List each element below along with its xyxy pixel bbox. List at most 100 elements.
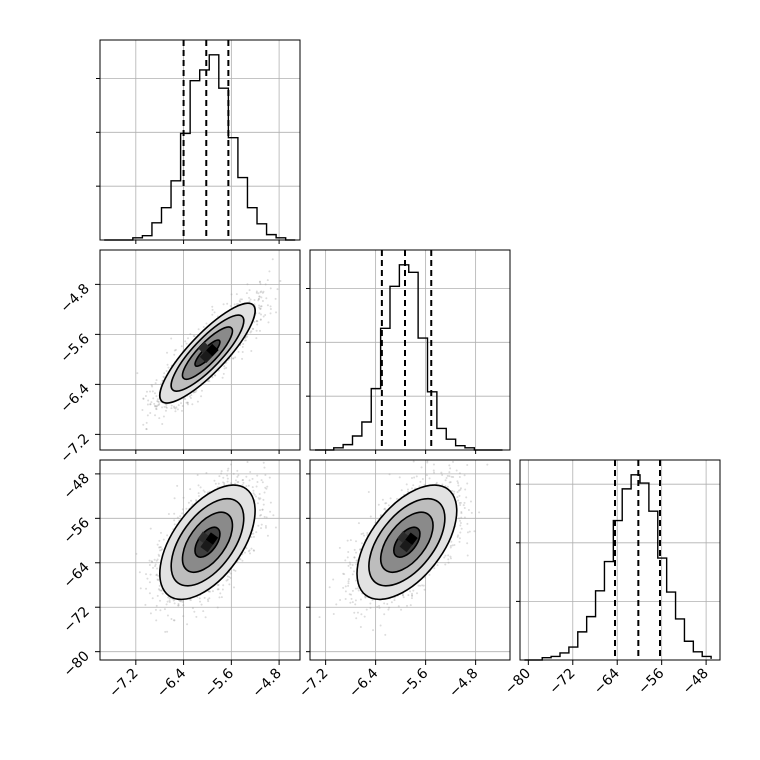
sample-point — [160, 589, 163, 592]
sample-point — [155, 408, 158, 411]
sample-point — [180, 402, 183, 405]
sample-point — [255, 320, 258, 323]
sample-point — [261, 291, 264, 294]
sample-point — [198, 597, 201, 600]
sample-point — [155, 395, 158, 398]
sample-point — [193, 610, 196, 613]
sample-point — [257, 496, 260, 499]
sample-point — [158, 549, 161, 552]
sample-point — [262, 315, 265, 318]
sample-point — [255, 337, 258, 340]
sample-point — [250, 330, 253, 333]
sample-point — [158, 417, 161, 420]
sample-point — [220, 470, 223, 473]
sample-point — [262, 503, 265, 506]
sample-point — [252, 535, 255, 538]
sample-point — [160, 549, 163, 552]
sample-point — [257, 297, 260, 300]
sample-point — [156, 558, 159, 561]
sample-point — [252, 532, 255, 535]
sample-point — [145, 573, 148, 576]
sample-point — [257, 524, 260, 527]
sample-point — [259, 514, 262, 517]
sample-point — [167, 596, 170, 599]
sample-point — [250, 349, 253, 352]
sample-point — [160, 589, 163, 592]
sample-point — [259, 497, 262, 500]
sample-point — [165, 406, 168, 409]
sample-point — [173, 619, 176, 622]
sample-point — [159, 531, 162, 534]
sample-point — [182, 604, 185, 607]
sample-point — [151, 385, 154, 388]
sample-point — [230, 463, 233, 466]
sample-point — [354, 603, 357, 606]
sample-point — [222, 372, 225, 375]
density-cell — [200, 539, 213, 553]
sample-point — [214, 374, 217, 377]
sample-point — [453, 543, 456, 546]
sample-point — [222, 481, 225, 484]
sample-point — [217, 583, 220, 586]
sample-point — [433, 471, 436, 474]
sample-point — [419, 584, 422, 587]
sample-point — [154, 608, 157, 611]
sample-point — [184, 340, 187, 343]
sample-point — [237, 474, 240, 477]
sample-point — [241, 357, 244, 360]
sample-point — [173, 349, 176, 352]
sample-point — [161, 423, 164, 426]
sample-point — [149, 403, 152, 406]
sample-point — [181, 404, 184, 407]
sample-point — [262, 290, 265, 293]
sample-point — [258, 492, 261, 495]
sample-point — [458, 537, 461, 540]
sample-point — [261, 508, 264, 511]
sample-point — [157, 553, 160, 556]
sample-point — [163, 608, 166, 611]
density-core — [198, 341, 219, 364]
sample-point — [167, 513, 170, 516]
sample-point — [229, 304, 232, 307]
sample-point — [245, 475, 248, 478]
sample-point — [213, 311, 216, 314]
sample-point — [458, 517, 461, 520]
sample-point — [260, 527, 263, 530]
sample-point — [258, 280, 261, 283]
sample-point — [237, 481, 240, 484]
sample-point — [232, 472, 235, 475]
sample-point — [162, 415, 165, 418]
sample-point — [242, 342, 245, 345]
sample-point — [221, 588, 224, 591]
sample-point — [241, 351, 244, 354]
sample-point — [446, 485, 449, 488]
sample-point — [236, 475, 239, 478]
sample-point — [149, 412, 152, 415]
sample-point — [252, 327, 255, 330]
sample-point — [139, 587, 142, 590]
sample-point — [241, 345, 244, 348]
sample-point — [226, 302, 229, 305]
sample-point — [142, 423, 145, 426]
sample-point — [258, 306, 261, 309]
sample-point — [173, 519, 176, 522]
sample-point — [242, 479, 245, 482]
sample-point — [185, 342, 188, 345]
sample-point — [231, 357, 234, 360]
scatter-body-2-0 — [100, 460, 300, 660]
sample-point — [144, 394, 147, 397]
sample-point — [400, 489, 403, 492]
sample-point — [214, 482, 217, 485]
sample-point — [173, 523, 176, 526]
sample-point — [433, 567, 436, 570]
sample-point — [443, 556, 446, 559]
sample-point — [223, 482, 226, 485]
sample-point — [153, 404, 156, 407]
sample-point — [219, 592, 222, 595]
sample-point — [159, 546, 162, 549]
sample-point — [241, 479, 244, 482]
scatter-panel-2-1 — [309, 459, 511, 661]
sample-point — [252, 489, 255, 492]
sample-point — [170, 617, 173, 620]
sample-point — [157, 579, 160, 582]
